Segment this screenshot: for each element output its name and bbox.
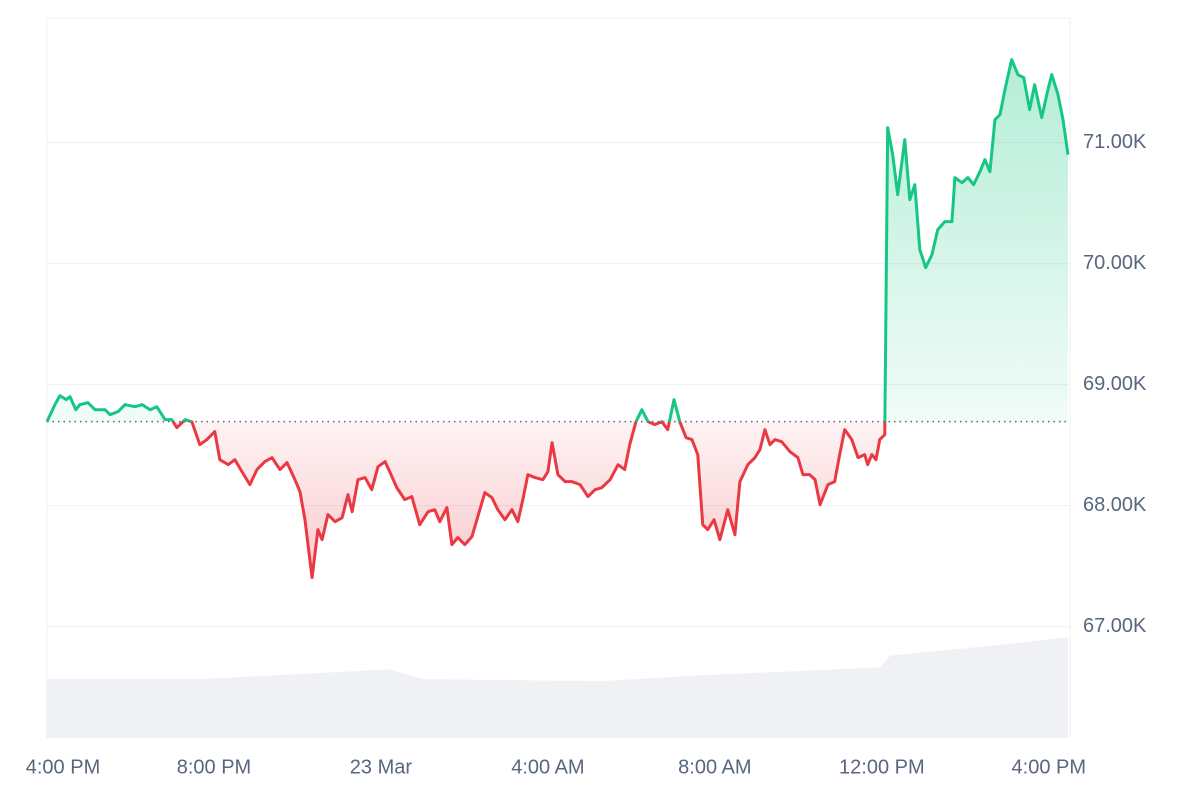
x-tick-label: 8:00 AM bbox=[678, 756, 751, 778]
volume-area bbox=[47, 638, 1068, 738]
y-tick-label: 68.00K bbox=[1083, 494, 1147, 516]
x-tick-label: 12:00 PM bbox=[839, 756, 925, 778]
x-tick-label: 8:00 PM bbox=[177, 756, 251, 778]
x-tick-label: 4:00 AM bbox=[511, 756, 584, 778]
price-area bbox=[47, 59, 1068, 578]
y-tick-label: 71.00K bbox=[1083, 131, 1147, 153]
y-tick-label: 69.00K bbox=[1083, 373, 1147, 395]
y-tick-label: 67.00K bbox=[1083, 615, 1147, 637]
x-tick-label: 23 Mar bbox=[350, 756, 413, 778]
x-tick-label: 4:00 PM bbox=[1012, 756, 1086, 778]
x-tick-label: 4:00 PM bbox=[26, 756, 100, 778]
price-line bbox=[45, 58, 1070, 580]
y-tick-label: 70.00K bbox=[1083, 252, 1147, 274]
